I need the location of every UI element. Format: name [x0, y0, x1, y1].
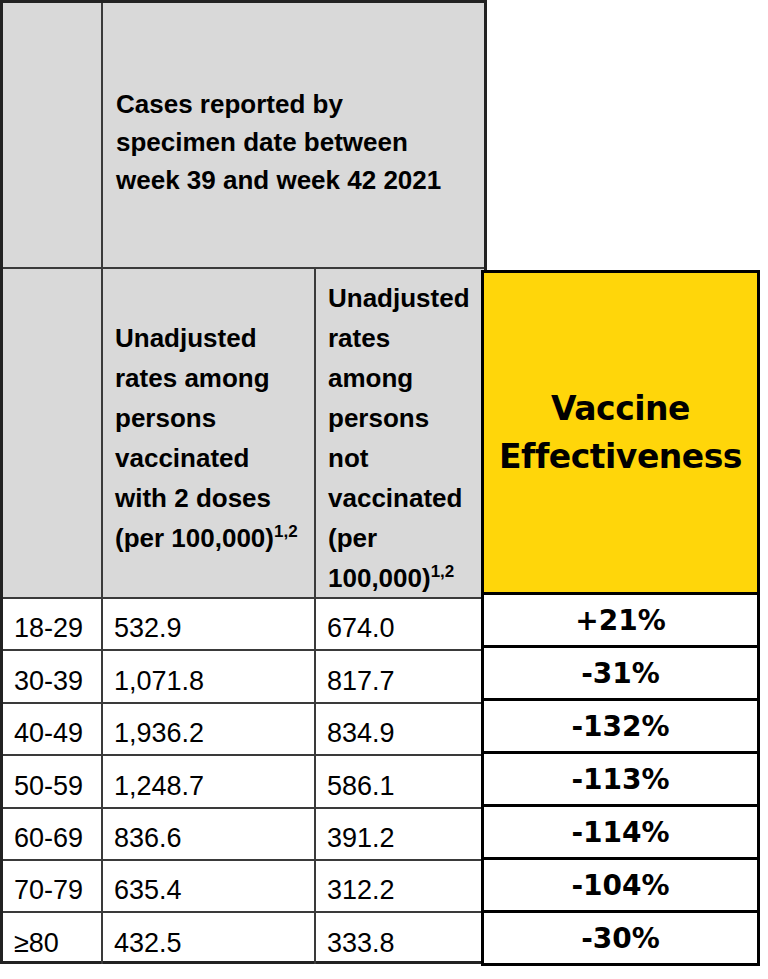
age-cell: 60-69 [3, 809, 101, 859]
rates-table: Cases reported by specimen date between … [0, 0, 487, 964]
ve-header-line: Effectiveness [499, 433, 742, 481]
table-row: 30-39 1,071.8 817.7 [3, 649, 484, 701]
period-header-line: week 39 and week 42 2021 [116, 161, 478, 199]
header-line: (per [328, 518, 480, 558]
vaccine-effectiveness-header-cell: Vaccine Effectiveness [481, 270, 760, 595]
header-line: not [328, 438, 480, 478]
ve-value-cell: -31% [481, 645, 760, 701]
header-line: with 2 doses [115, 478, 310, 518]
vaccinated-rate-cell: 1,071.8 [101, 651, 314, 701]
unvaccinated-rate-cell: 834.9 [314, 704, 484, 754]
period-header-line: Cases reported by [116, 85, 478, 123]
header-line: among [328, 358, 480, 398]
table-row: ≥80 432.5 333.8 [3, 911, 484, 963]
per-100000-text: (per 100,000) [115, 523, 274, 553]
ve-value-cell: -104% [481, 857, 760, 913]
ve-value-cell: -132% [481, 698, 760, 754]
table-row: 60-69 836.6 391.2 [3, 807, 484, 859]
header-line: Unadjusted [328, 278, 480, 318]
footnote-superscript: 1,2 [431, 562, 455, 581]
header-line: rates [328, 318, 480, 358]
age-cell: ≥80 [3, 913, 101, 963]
age-cell: 18-29 [3, 599, 101, 649]
age-cell: 50-59 [3, 756, 101, 806]
empty-age-header-cell [3, 269, 101, 597]
ve-value-cell: -114% [481, 804, 760, 860]
table-row: 18-29 532.9 674.0 [3, 597, 484, 649]
vaccinated-rate-cell: 432.5 [101, 913, 314, 963]
period-header-line: specimen date between [116, 123, 478, 161]
report-table-page: Cases reported by specimen date between … [0, 0, 768, 979]
ve-header-line: Vaccine [551, 385, 690, 433]
header-line: vaccinated [328, 478, 480, 518]
table-header-row-columns: Unadjusted rates among persons vaccinate… [3, 267, 484, 597]
table-row: 50-59 1,248.7 586.1 [3, 754, 484, 806]
table-row: 70-79 635.4 312.2 [3, 859, 484, 911]
ve-value-cell: +21% [481, 592, 760, 648]
age-cell: 40-49 [3, 704, 101, 754]
header-line: 100,000)1,2 [328, 558, 480, 598]
header-line: vaccinated [115, 438, 310, 478]
vaccinated-rate-cell: 1,248.7 [101, 756, 314, 806]
vaccinated-rates-header-cell: Unadjusted rates among persons vaccinate… [101, 269, 314, 597]
header-line: persons [115, 398, 310, 438]
table-row: 40-49 1,936.2 834.9 [3, 702, 484, 754]
header-line: (per 100,000)1,2 [115, 518, 310, 558]
unvaccinated-rates-header-cell: Unadjusted rates among persons not vacci… [314, 269, 484, 597]
empty-corner-cell [3, 3, 101, 267]
unvaccinated-rate-cell: 312.2 [314, 861, 484, 911]
unvaccinated-rate-cell: 817.7 [314, 651, 484, 701]
vaccinated-rate-cell: 532.9 [101, 599, 314, 649]
vaccinated-rate-cell: 1,936.2 [101, 704, 314, 754]
header-line: persons [328, 398, 480, 438]
unvaccinated-rate-cell: 333.8 [314, 913, 484, 963]
table-header-row-period: Cases reported by specimen date between … [3, 3, 484, 267]
ve-value-cell: -113% [481, 751, 760, 807]
vaccinated-rate-cell: 635.4 [101, 861, 314, 911]
age-cell: 70-79 [3, 861, 101, 911]
vaccinated-rate-cell: 836.6 [101, 809, 314, 859]
header-line: rates among [115, 358, 310, 398]
period-header-cell: Cases reported by specimen date between … [101, 3, 484, 267]
unvaccinated-rate-cell: 391.2 [314, 809, 484, 859]
ve-value-cell: -30% [481, 910, 760, 966]
header-line: Unadjusted [115, 318, 310, 358]
per-100000-text: 100,000) [328, 563, 431, 593]
unvaccinated-rate-cell: 674.0 [314, 599, 484, 649]
footnote-superscript: 1,2 [274, 522, 298, 541]
age-cell: 30-39 [3, 651, 101, 701]
unvaccinated-rate-cell: 586.1 [314, 756, 484, 806]
vaccine-effectiveness-column: Vaccine Effectiveness +21% -31% -132% -1… [481, 270, 760, 966]
